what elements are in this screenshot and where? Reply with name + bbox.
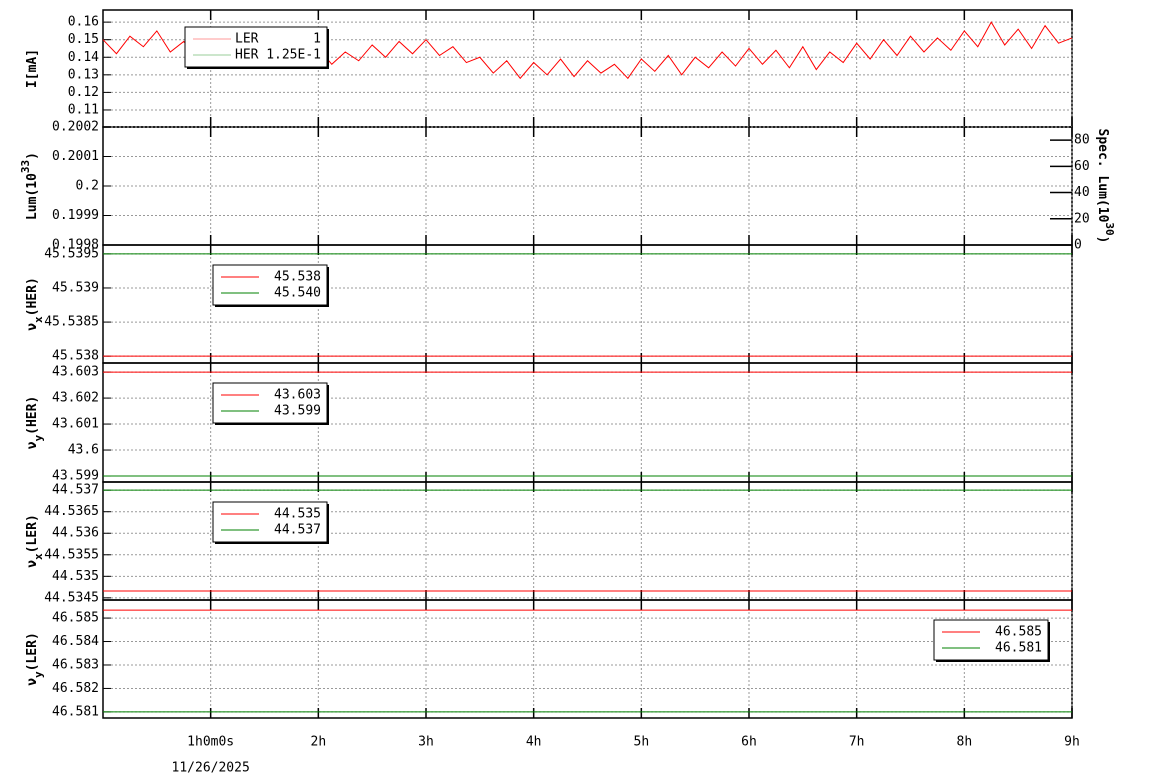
axis-label-text: (HER) [25,396,40,435]
legend-scale: 1.25E-1 [266,48,321,63]
y-tick-label: 46.582 [52,681,99,696]
axis-label: Spec. Lum(1030) [1096,129,1117,244]
legend [184,26,328,68]
y2-tick-label: 80 [1074,133,1090,148]
x-tick-label: 5h [634,735,650,750]
axis-label-text: Lum(10 [25,173,40,220]
axis-label-sup: 30 [1104,222,1117,235]
y2-tick-label: 60 [1074,159,1090,174]
y-tick-label: 44.535 [52,569,99,584]
axis-label-sub: x [32,316,45,323]
y-tick-label: 44.537 [52,483,99,498]
y-tick-label: 43.603 [52,365,99,380]
y-tick-label: 45.538 [52,349,99,364]
legend [933,619,1049,661]
y-tick-label: 45.5385 [44,315,99,330]
axis-label-sub: y [32,434,45,441]
x-tick-label: 4h [526,735,542,750]
axis-label-text: (HER) [25,277,40,316]
x-tick-label: 6h [741,735,757,750]
legend-label: HER [235,48,259,63]
x-tick-label: 1h0m0s [187,735,234,750]
y-tick-label: 0.2 [76,179,99,194]
axis-label-sub: y [32,671,45,678]
legend-label: 45.540 [274,286,321,301]
legend [212,264,328,306]
axis-label-text: ν [25,323,40,331]
y-tick-label: 43.601 [52,417,99,432]
y-tick-label: 0.15 [68,32,99,47]
y-tick-label: 46.584 [52,634,99,649]
axis-label: νx(LER) [25,514,45,568]
x-tick-label: 7h [849,735,865,750]
y-tick-label: 44.536 [52,526,99,541]
axis-label-text: Spec. Lum(10 [1096,129,1111,223]
axis-label: νy(HER) [25,396,45,450]
y-tick-label: 0.14 [68,50,99,65]
axis-label-text: (LER) [25,514,40,553]
axis-label-text: I[mA] [25,49,40,88]
legend-label: 46.581 [995,641,1042,656]
x-tick-label: 8h [957,735,973,750]
legend [212,382,328,424]
x-axis-label: 11/26/2025 [172,761,250,776]
y-tick-label: 0.16 [68,15,99,30]
y-tick-label: 43.602 [52,391,99,406]
legend-label: 43.603 [274,388,321,403]
y-tick-label: 0.11 [68,102,99,117]
x-tick-label: 2h [311,735,327,750]
legend-label: LER [235,32,259,47]
legend-label: 46.585 [995,625,1042,640]
y2-tick-label: 0 [1074,238,1082,253]
legend-label: 45.538 [274,270,321,285]
y2-tick-label: 20 [1074,211,1090,226]
y-tick-label: 46.583 [52,657,99,672]
y-tick-label: 0.2001 [52,149,99,164]
legend [212,501,328,543]
axis-label: Lum(1033) [19,152,40,220]
axis-label-text: ν [25,678,40,686]
x-tick-label: 3h [418,735,434,750]
axis-label-sub: x [32,553,45,560]
legend-label: 44.537 [274,523,321,538]
legend-label: 43.599 [274,404,321,419]
axis-label: νy(LER) [25,632,45,686]
axis-label-text: ν [25,441,40,449]
legend-scale: 1 [313,32,321,47]
axis-label-text: ) [1096,236,1111,244]
y-tick-label: 0.12 [68,85,99,100]
y-tick-label: 0.1998 [52,238,99,253]
y-tick-label: 46.585 [52,611,99,626]
y-tick-label: 44.5355 [44,547,99,562]
y-tick-label: 0.13 [68,67,99,82]
axis-label: νx(HER) [25,277,45,331]
y2-tick-label: 40 [1074,185,1090,200]
legend-label: 44.535 [274,507,321,522]
panel-frame [102,599,1073,719]
y-tick-label: 43.6 [68,443,99,458]
y-tick-label: 0.2002 [52,120,99,135]
axis-label: I[mA] [25,49,40,88]
y-tick-label: 45.5395 [44,246,99,261]
y-tick-label: 44.5345 [44,590,99,605]
axis-label-text: ) [25,152,40,160]
y-tick-label: 45.539 [52,280,99,295]
y-tick-label: 43.599 [52,469,99,484]
axis-label-text: (LER) [25,632,40,671]
y-tick-label: 44.5365 [44,504,99,519]
y-tick-label: 0.1999 [52,208,99,223]
y-tick-label: 46.581 [52,704,99,719]
axis-label-sup: 33 [19,160,32,173]
axis-label-text: ν [25,560,40,568]
x-tick-label: 9h [1064,735,1080,750]
